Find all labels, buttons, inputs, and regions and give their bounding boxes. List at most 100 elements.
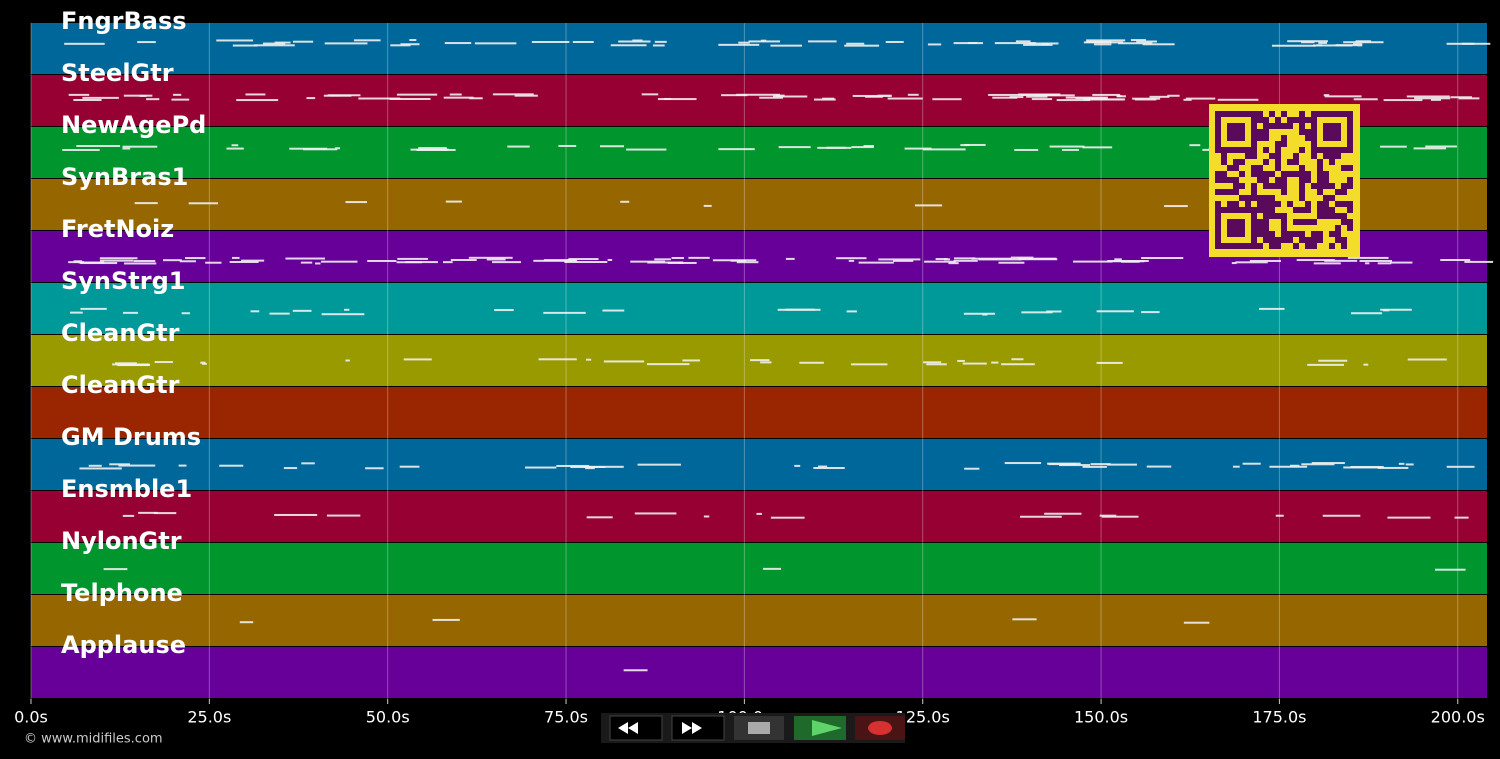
- qr-module: [1323, 129, 1329, 135]
- note: [486, 258, 506, 261]
- note: [389, 97, 431, 100]
- play-button[interactable]: [794, 716, 846, 740]
- qr-module: [1317, 183, 1323, 189]
- qr-module: [1275, 153, 1281, 159]
- qr-module: [1251, 207, 1257, 213]
- note: [634, 512, 677, 515]
- note: [813, 467, 845, 470]
- note: [1351, 312, 1383, 315]
- note: [1099, 514, 1117, 517]
- note: [1164, 205, 1188, 208]
- note: [1026, 95, 1048, 98]
- track-lane: [31, 647, 1487, 698]
- qr-module: [1233, 111, 1239, 117]
- qr-module: [1329, 123, 1335, 129]
- qr-code: [1209, 104, 1360, 257]
- qr-module: [1317, 231, 1323, 237]
- qr-module: [1263, 237, 1269, 243]
- note: [1380, 145, 1407, 148]
- qr-module: [1263, 213, 1269, 219]
- qr-module: [1257, 207, 1263, 213]
- qr-module: [1305, 129, 1311, 135]
- note: [1028, 42, 1059, 45]
- note: [321, 260, 358, 263]
- note: [1316, 44, 1322, 47]
- qr-module: [1263, 201, 1269, 207]
- qr-module: [1335, 201, 1341, 207]
- note: [1017, 257, 1057, 260]
- note: [250, 310, 260, 313]
- note: [760, 39, 767, 42]
- qr-module: [1263, 171, 1269, 177]
- note: [572, 40, 594, 43]
- tick-label: 0.0s: [14, 708, 48, 727]
- fast-forward-button[interactable]: [671, 715, 725, 741]
- qr-module: [1269, 201, 1275, 207]
- track-name: NewAgePd: [61, 111, 206, 139]
- note: [229, 260, 259, 263]
- note: [962, 362, 987, 365]
- note: [703, 515, 710, 518]
- qr-module: [1239, 219, 1245, 225]
- note: [416, 148, 456, 151]
- record-button[interactable]: [855, 716, 905, 740]
- track-lane: [31, 23, 1487, 74]
- note: [409, 39, 417, 42]
- qr-module: [1329, 243, 1335, 249]
- note: [1446, 42, 1491, 45]
- qr-module: [1215, 129, 1221, 135]
- note: [1271, 44, 1316, 47]
- qr-module: [1299, 111, 1305, 117]
- qr-module: [1317, 207, 1323, 213]
- note: [185, 257, 206, 260]
- note: [1364, 262, 1370, 265]
- qr-module: [1233, 207, 1239, 213]
- note: [1343, 466, 1382, 469]
- note: [1106, 463, 1137, 466]
- qr-module: [1311, 243, 1317, 249]
- note: [721, 94, 748, 97]
- note: [770, 44, 803, 47]
- qr-module: [1341, 237, 1347, 243]
- stop-button[interactable]: [734, 716, 784, 740]
- note: [772, 95, 808, 98]
- qr-module: [1263, 117, 1269, 123]
- qr-module: [1215, 117, 1221, 123]
- qr-module: [1227, 207, 1233, 213]
- note: [585, 358, 592, 361]
- qr-module: [1341, 147, 1347, 153]
- note: [1275, 514, 1284, 517]
- qr-module: [1257, 111, 1263, 117]
- note: [80, 307, 107, 310]
- qr-module: [1263, 159, 1269, 165]
- note: [585, 467, 595, 470]
- rewind-button[interactable]: [609, 715, 663, 741]
- qr-module: [1317, 159, 1323, 165]
- qr-module: [1239, 225, 1245, 231]
- note: [953, 259, 978, 262]
- qr-module: [1257, 129, 1263, 135]
- qr-module: [1251, 147, 1257, 153]
- qr-module: [1239, 183, 1245, 189]
- note: [99, 259, 134, 262]
- qr-module: [1299, 183, 1305, 189]
- qr-module: [1323, 153, 1329, 159]
- qr-module: [1275, 141, 1281, 147]
- qr-module: [1281, 177, 1287, 183]
- note: [836, 257, 867, 260]
- note: [1090, 463, 1111, 466]
- note: [568, 258, 599, 261]
- note: [153, 512, 177, 515]
- qr-module: [1293, 231, 1299, 237]
- icon: [748, 722, 770, 734]
- note: [112, 363, 150, 366]
- note: [432, 618, 460, 621]
- note: [750, 359, 770, 362]
- note: [817, 146, 852, 149]
- qr-module: [1251, 237, 1257, 243]
- note: [1136, 40, 1157, 43]
- qr-module: [1269, 207, 1275, 213]
- note: [885, 40, 904, 43]
- note: [703, 204, 712, 207]
- note: [904, 147, 932, 150]
